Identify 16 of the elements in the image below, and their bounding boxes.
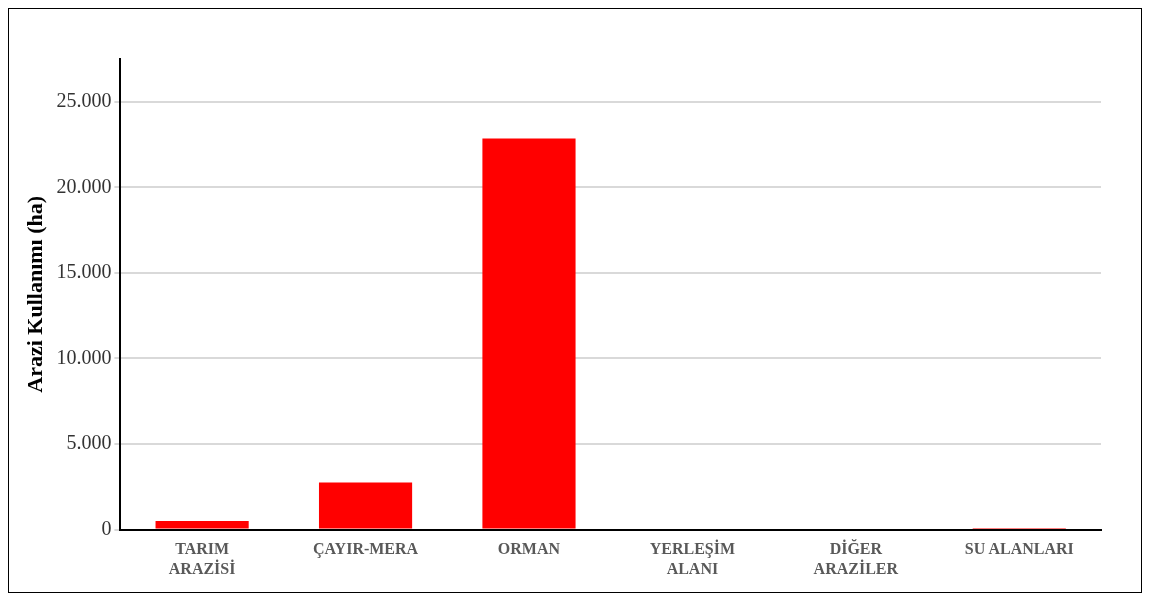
y-tick-label: 5.000 — [66, 431, 112, 454]
bar — [155, 521, 249, 529]
bar — [318, 482, 413, 529]
x-tick-label: SU ALANLARI — [964, 540, 1074, 558]
y-tick-label: 15.000 — [56, 260, 112, 283]
y-tick-label: 25.000 — [56, 89, 112, 112]
y-tick-label: 20.000 — [56, 174, 112, 197]
x-tick-label: ORMAN — [497, 540, 561, 558]
x-tick-label: TARIM ARAZİSİ — [168, 540, 236, 577]
x-tick-label: ÇAYIR-MERA — [312, 540, 419, 559]
y-tick-label: 10.000 — [56, 345, 112, 368]
y-tick-label: 0 — [101, 516, 112, 539]
x-tick-label: DİĞER ARAZİLER — [813, 539, 899, 577]
y-axis-title: Arazi Kullanımı (ha) — [21, 195, 47, 393]
x-tick-label: YERLEŞİM ALANI — [649, 539, 736, 577]
bar — [482, 138, 576, 529]
